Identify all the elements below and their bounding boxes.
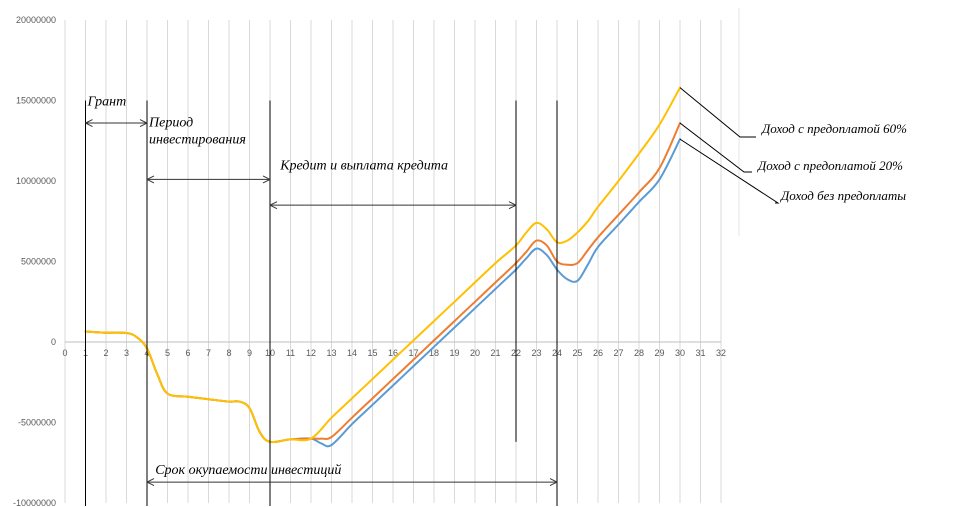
x-tick-label: 17 bbox=[408, 348, 418, 358]
period-span-arrows: Грант Период инвестирования Кредит и выплат… bbox=[85, 94, 558, 487]
span-arrowhead-left bbox=[269, 201, 278, 210]
y-tick-label: 15000000 bbox=[16, 96, 56, 106]
y-tick-label: -5000000 bbox=[18, 418, 56, 428]
legend-entry: Доход с предоплатой 20% bbox=[756, 158, 903, 173]
y-axis: 20000000 15000000 10000000 5000000 0 -5000000… bbox=[13, 15, 56, 507]
x-tick-label: 23 bbox=[531, 348, 541, 358]
y-tick-label: 0 bbox=[51, 337, 56, 347]
period-marker-lines bbox=[85, 100, 558, 506]
x-tick-label: 28 bbox=[634, 348, 644, 358]
vertical-gridlines bbox=[64, 8, 740, 503]
span-arrowhead-right bbox=[262, 175, 271, 184]
y-tick-label: -10000000 bbox=[13, 498, 56, 507]
series-line-2 bbox=[84, 86, 681, 444]
x-tick-label: 19 bbox=[449, 348, 459, 358]
x-tick-label: 13 bbox=[326, 348, 336, 358]
span-label-line: инвестирования bbox=[149, 132, 246, 147]
x-tick-label: 29 bbox=[654, 348, 664, 358]
x-tick-label: 12 bbox=[306, 348, 316, 358]
x-tick-label: 21 bbox=[490, 348, 500, 358]
span-label: Кредит и выплата кредита bbox=[279, 159, 448, 174]
legend-entry: Доход с предоплатой 60% bbox=[760, 121, 907, 136]
legend: Доход с предоплатой 60% Доход с предоплат… bbox=[679, 87, 907, 204]
x-tick-label: 27 bbox=[613, 348, 623, 358]
span-label-line: Период bbox=[148, 115, 193, 130]
y-tick-label: 5000000 bbox=[21, 257, 56, 267]
x-tick-label: 16 bbox=[388, 348, 398, 358]
x-tick-label: 5 bbox=[165, 348, 170, 358]
x-tick-label: 3 bbox=[124, 348, 129, 358]
x-tick-label: 11 bbox=[286, 348, 295, 358]
x-tick-label: 18 bbox=[429, 348, 439, 358]
x-tick-label: 20 bbox=[470, 348, 480, 358]
x-tick-label: 7 bbox=[206, 348, 211, 358]
x-tick-label: 8 bbox=[226, 348, 231, 358]
span-label: Срок окупаемости инвестиций bbox=[155, 463, 341, 478]
x-tick-label: 2 bbox=[103, 348, 108, 358]
y-tick-label: 20000000 bbox=[16, 15, 56, 25]
span-arrowhead-right bbox=[139, 119, 148, 127]
span-label: Грант bbox=[87, 94, 127, 109]
x-axis: 0123456789101112131415161718192021222324… bbox=[62, 341, 726, 358]
legend-leader-line bbox=[679, 122, 752, 173]
span-arrowhead-left bbox=[85, 119, 93, 127]
x-tick-label: 9 bbox=[247, 348, 252, 358]
legend-leader-line bbox=[679, 87, 756, 138]
x-tick-label: 31 bbox=[695, 348, 705, 358]
series-line-0 bbox=[84, 138, 681, 448]
x-tick-label: 26 bbox=[593, 348, 603, 358]
span-arrowhead-left bbox=[146, 175, 155, 184]
series-lines bbox=[84, 86, 681, 448]
legend-entry: Доход без предоплаты bbox=[779, 188, 906, 203]
x-tick-label: 0 bbox=[62, 348, 67, 358]
legend-leader-line bbox=[679, 138, 780, 204]
x-tick-label: 15 bbox=[367, 348, 377, 358]
x-tick-label: 32 bbox=[716, 348, 726, 358]
x-tick-label: 30 bbox=[675, 348, 685, 358]
span-arrowhead-left bbox=[146, 478, 155, 487]
x-tick-label: 14 bbox=[347, 348, 357, 358]
y-tick-label: 10000000 bbox=[16, 176, 56, 186]
span-arrowhead-right bbox=[508, 201, 517, 210]
x-tick-label: 25 bbox=[572, 348, 582, 358]
span-arrowhead-right bbox=[549, 478, 558, 487]
x-tick-label: 6 bbox=[185, 348, 190, 358]
